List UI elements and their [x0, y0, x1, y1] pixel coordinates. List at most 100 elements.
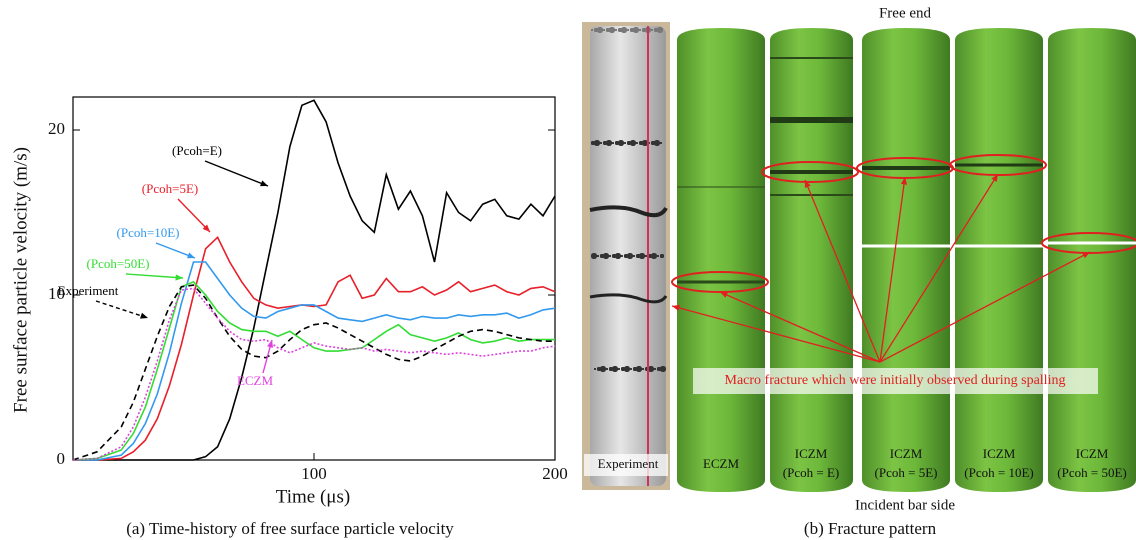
model-cylinder [677, 28, 765, 492]
speckle [591, 141, 595, 145]
series-line [72, 280, 555, 461]
speckle [615, 253, 621, 259]
series-line [73, 99, 556, 461]
speckle [594, 28, 598, 32]
speckle [606, 28, 610, 32]
speckle [660, 366, 666, 372]
highlight [761, 161, 859, 183]
arrow-head [202, 224, 210, 232]
speckle [660, 254, 664, 258]
column-label: ICZM [983, 446, 1016, 461]
top-label: Free end [879, 5, 932, 21]
model-cylinder [862, 28, 950, 492]
model-cylinder [1048, 28, 1136, 492]
speckle [603, 253, 609, 259]
speckle [630, 28, 634, 32]
column-label: Experiment [598, 456, 659, 471]
speckle [633, 255, 635, 257]
label-arrow [125, 273, 184, 279]
series-line [72, 284, 555, 461]
note: Macro fracture which were initially obse… [725, 373, 1066, 388]
speckle [645, 255, 647, 257]
arrow-head [175, 274, 183, 281]
speckle [609, 367, 613, 371]
column-label: ICZM [795, 446, 828, 461]
speckle [597, 27, 603, 33]
speckle [612, 142, 614, 144]
column-sublabel: (Pcoh = 10E) [964, 465, 1033, 480]
column-label: ECZM [703, 456, 740, 471]
speckle [660, 142, 662, 144]
speckle [603, 29, 605, 31]
speckle [621, 255, 623, 257]
y-tick-label: 20 [48, 119, 65, 138]
speckle [594, 368, 596, 370]
series-line [72, 287, 556, 461]
chart: 0 10 20 100 200 (Pcoh=E) (Pcoh=5E) (Pcoh=10E) (P… [48, 99, 568, 483]
x-axis-label: Time (μs) [276, 486, 350, 507]
speckle [615, 29, 617, 31]
speckle [642, 28, 646, 32]
series-label: (Pcoh=E) [172, 143, 222, 158]
speckle [615, 141, 619, 145]
pointer [804, 179, 881, 363]
speckle [648, 366, 654, 372]
speckle [633, 27, 639, 33]
speckle [642, 368, 644, 370]
pointer [879, 176, 906, 363]
arrow-head [260, 180, 268, 187]
arrow-head [672, 304, 680, 311]
caption: (a) Time-history of free surface particl… [126, 519, 454, 538]
y-tick-label: 10 [48, 284, 65, 303]
speckle [657, 255, 659, 257]
pointer [719, 291, 881, 363]
label-box [584, 454, 668, 476]
speckle [624, 366, 630, 372]
speckle [654, 368, 656, 370]
arrow-head [1082, 252, 1090, 259]
highlight [1041, 232, 1136, 254]
column-label: ICZM [1076, 446, 1109, 461]
pointer [671, 305, 881, 363]
column-sublabel: (Pcoh = E) [783, 465, 839, 480]
column-sublabel: (Pcoh = 50E) [1057, 465, 1126, 480]
speckle [642, 140, 648, 146]
speckle [591, 29, 593, 31]
model-cylinder [770, 28, 853, 492]
speckle [624, 142, 626, 144]
speckle [657, 27, 663, 33]
speckle [651, 253, 657, 259]
speckle [603, 141, 607, 145]
speckle [600, 366, 606, 372]
speckle [639, 253, 645, 259]
speckle [636, 254, 640, 258]
pointer [879, 173, 999, 363]
speckle [606, 140, 612, 146]
note-box [693, 368, 1098, 394]
speckle [618, 140, 624, 146]
speckle [594, 140, 600, 146]
arrow-head [720, 292, 728, 298]
arrow-head [187, 252, 195, 259]
speckle [621, 367, 625, 371]
speckle [630, 140, 636, 146]
column-label: ICZM [890, 446, 923, 461]
speckle [621, 27, 627, 33]
crack [589, 293, 668, 304]
speckle [636, 142, 638, 144]
speckle [606, 368, 608, 370]
speckle [651, 141, 655, 145]
speckle [618, 368, 620, 370]
speckle [654, 28, 658, 32]
arrow-head [900, 177, 908, 185]
speckle [639, 141, 643, 145]
crack [589, 205, 668, 218]
speckle [591, 253, 597, 259]
y-tick-label: 0 [57, 449, 66, 468]
speckle [627, 253, 633, 259]
y-axis-label: Free surface particle velocity (m/s) [10, 147, 31, 413]
speckle [633, 367, 637, 371]
speckle [597, 367, 601, 371]
label-arrow [95, 300, 149, 319]
